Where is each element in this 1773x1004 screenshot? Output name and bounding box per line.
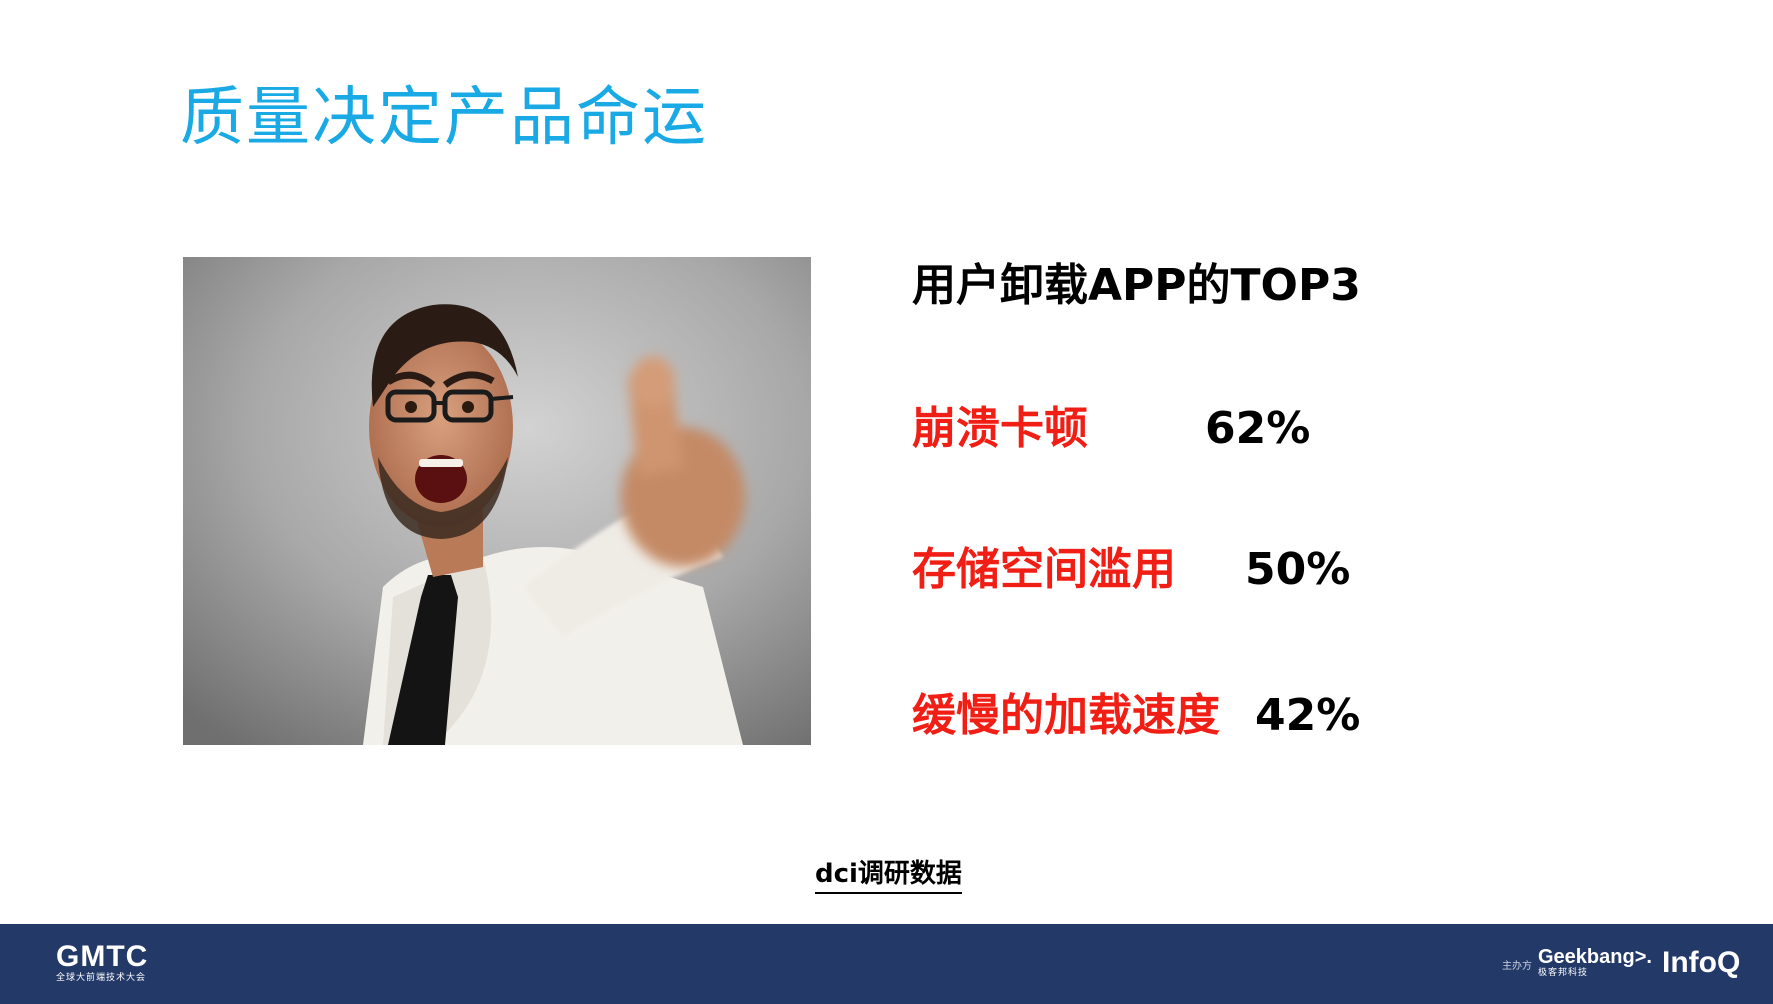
source-link[interactable]: dci调研数据 [815,858,962,894]
slide-title: 质量决定产品命运 [180,81,708,155]
geekbang-logo-text: Geekbang>. [1538,946,1652,968]
gmtc-logo-subtitle: 全球大前端技术大会 [56,973,147,983]
infoq-logo: InfoQ [1662,946,1741,979]
stat-label: 存储空间滥用 [912,544,1176,595]
gmtc-logo-text: GMTC [56,940,149,973]
stat-label: 崩溃卡顿 [912,403,1088,454]
geekbang-logo-subtitle: 极客邦科技 [1538,968,1589,978]
stat-value: 42% [1255,690,1361,741]
stats-heading: 用户卸载APP的TOP3 [912,260,1361,311]
footer-bar: GMTC 全球大前端技术大会 主办方 Geekbang>. 极客邦科技 Info… [0,924,1773,1004]
host-label: 主办方 [1502,961,1532,972]
stat-label: 缓慢的加载速度 [912,690,1220,741]
stat-value: 62% [1205,403,1311,454]
stat-value: 50% [1245,544,1351,595]
geekbang-logo: Geekbang>. 极客邦科技 [1538,946,1652,979]
gmtc-logo: GMTC 全球大前端技术大会 [56,942,148,984]
angry-man-pointing-photo [183,257,811,745]
